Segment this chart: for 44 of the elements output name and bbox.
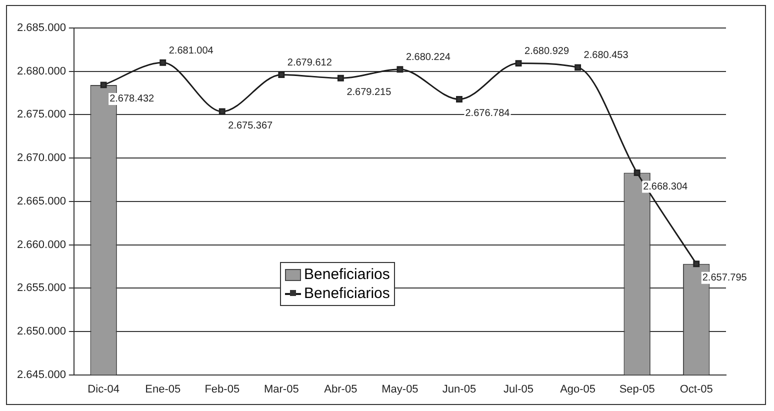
x-tick-label: Oct-05 bbox=[680, 383, 713, 396]
x-tick-label: Feb-05 bbox=[204, 383, 240, 396]
x-tick-label: Dic-04 bbox=[88, 383, 120, 396]
data-label: 2.675.367 bbox=[228, 120, 274, 132]
data-label: 2.678.432 bbox=[110, 94, 154, 105]
y-tick-label: 2.670.000 bbox=[17, 152, 66, 164]
y-tick-label: 2.655.000 bbox=[17, 282, 66, 294]
data-label: 2.680.224 bbox=[406, 52, 451, 64]
y-tick-label: 2.680.000 bbox=[17, 65, 66, 78]
legend-label: Beneficiarios bbox=[304, 265, 390, 284]
point bbox=[574, 64, 582, 71]
point bbox=[634, 170, 640, 176]
y-tick-label: 2.665.000 bbox=[17, 195, 66, 208]
data-label: 2.680.929 bbox=[524, 46, 570, 58]
data-label: 2.676.784 bbox=[465, 108, 510, 119]
data-label: 2.679.215 bbox=[346, 86, 392, 98]
y-tick-label: 2.685.000 bbox=[17, 22, 66, 34]
y-tick-label: 2.650.000 bbox=[17, 325, 66, 338]
x-tick-label: May-05 bbox=[382, 383, 418, 396]
y-tick-label: 2.660.000 bbox=[17, 238, 66, 251]
data-label: 2.657.795 bbox=[702, 272, 748, 284]
point bbox=[278, 71, 285, 78]
x-tick-label: Abr-05 bbox=[324, 383, 358, 396]
y-tick-label: 2.675.000 bbox=[17, 108, 66, 121]
x-tick-label: Jun-05 bbox=[442, 383, 476, 396]
point bbox=[160, 59, 166, 66]
x-tick-label: Jul-05 bbox=[504, 383, 534, 396]
data-label: 2.679.612 bbox=[287, 57, 332, 68]
legend-label: Beneficiarios bbox=[304, 284, 390, 303]
data-label: 2.668.304 bbox=[643, 182, 688, 193]
x-tick-label: Ago-05 bbox=[560, 383, 596, 396]
point bbox=[515, 60, 522, 67]
x-tick-label: Mar-05 bbox=[264, 383, 299, 396]
data-label: 2.681.004 bbox=[168, 45, 214, 56]
point bbox=[218, 108, 226, 115]
point bbox=[456, 96, 462, 102]
y-tick-label: 2.645.000 bbox=[17, 368, 66, 381]
point bbox=[693, 260, 700, 268]
point bbox=[100, 82, 107, 88]
x-tick-label: Sep-05 bbox=[619, 383, 655, 396]
data-label: 2.680.453 bbox=[584, 50, 629, 62]
point bbox=[337, 74, 344, 82]
x-tick-label: Ene-05 bbox=[145, 383, 181, 396]
point bbox=[396, 66, 404, 73]
